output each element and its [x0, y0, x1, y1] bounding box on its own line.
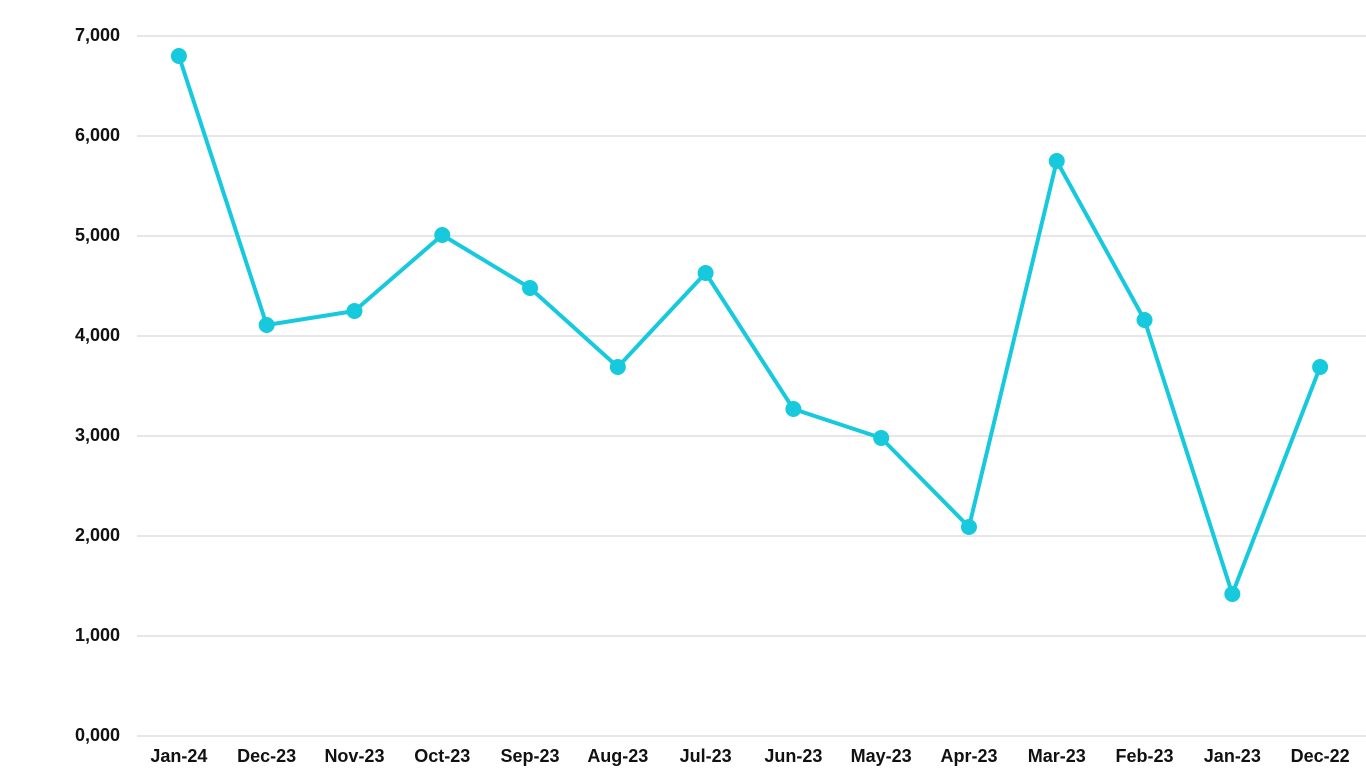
data-point: [170, 48, 187, 64]
x-tick-label: Apr-23: [940, 746, 997, 766]
x-tick-label: Oct-23: [414, 746, 470, 766]
data-point: [785, 401, 802, 417]
data-line: [176, 55, 1322, 596]
y-tick-label: 2,000: [75, 525, 120, 545]
data-point: [1312, 359, 1329, 375]
x-tick-label: May-23: [851, 746, 912, 766]
data-point: [697, 265, 714, 281]
data-point: [522, 280, 539, 296]
data-point: [434, 227, 451, 243]
data-point: [258, 317, 275, 333]
x-tick-label: Dec-23: [237, 746, 296, 766]
y-tick-label: 6,000: [75, 125, 120, 145]
x-tick-label: Mar-23: [1028, 746, 1086, 766]
data-point: [1224, 586, 1241, 602]
x-tick-label: Jan-23: [1204, 746, 1261, 766]
data-point: [960, 519, 977, 535]
data-point: [346, 303, 363, 319]
y-tick-label: 1,000: [75, 625, 120, 645]
y-tick-label: 7,000: [75, 25, 120, 45]
y-tick-label: 4,000: [75, 325, 120, 345]
y-tick-label: 5,000: [75, 225, 120, 245]
x-tick-label: Feb-23: [1116, 746, 1174, 766]
y-tick-label: 0,000: [75, 725, 120, 745]
data-point: [873, 430, 890, 446]
x-tick-label: Jan-24: [150, 746, 207, 766]
x-tick-label: Sep-23: [501, 746, 560, 766]
data-point: [1136, 312, 1153, 328]
x-tick-label: Jun-23: [764, 746, 822, 766]
data-point: [1048, 153, 1065, 169]
x-tick-label: Nov-23: [324, 746, 384, 766]
y-tick-label: 3,000: [75, 425, 120, 445]
x-tick-label: Dec-22: [1291, 746, 1350, 766]
data-point: [609, 359, 626, 375]
x-tick-label: Jul-23: [680, 746, 732, 766]
x-tick-label: Aug-23: [587, 746, 648, 766]
